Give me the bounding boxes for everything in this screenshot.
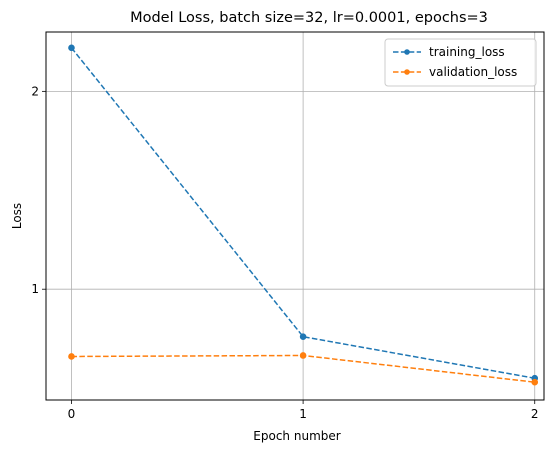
data-point-validation_loss [531,378,539,386]
legend: training_loss validation_loss [384,38,537,87]
data-point-training_loss [68,44,75,52]
chart-title: Model Loss, batch size=32, lr=0.0001, ep… [130,10,488,26]
legend-marker-validation_loss [404,69,410,75]
axis-ticks: 0 1 2 1 2 [31,84,538,421]
y-tick-label: 1 [31,282,39,296]
data-point-validation_loss [68,353,75,360]
series-layer [68,44,539,386]
legend-marker-training_loss [404,49,410,55]
x-tick-label: 0 [68,407,76,421]
x-tick-label: 1 [299,407,307,421]
y-tick-label: 2 [31,84,39,98]
x-tick-label: 2 [531,407,539,421]
plot-frame [45,31,545,401]
series-line-training_loss [70,47,535,379]
data-point-training_loss [299,333,307,340]
legend-label-training_loss: training_loss [429,45,505,59]
x-axis-label: Epoch number [253,429,340,443]
y-axis-label: Loss [10,203,24,229]
plot-area: 0 1 2 1 2 [31,31,545,421]
grid-lines [46,32,544,400]
legend-box [384,38,537,87]
data-point-validation_loss [299,352,307,359]
legend-label-validation_loss: validation_loss [429,65,517,79]
